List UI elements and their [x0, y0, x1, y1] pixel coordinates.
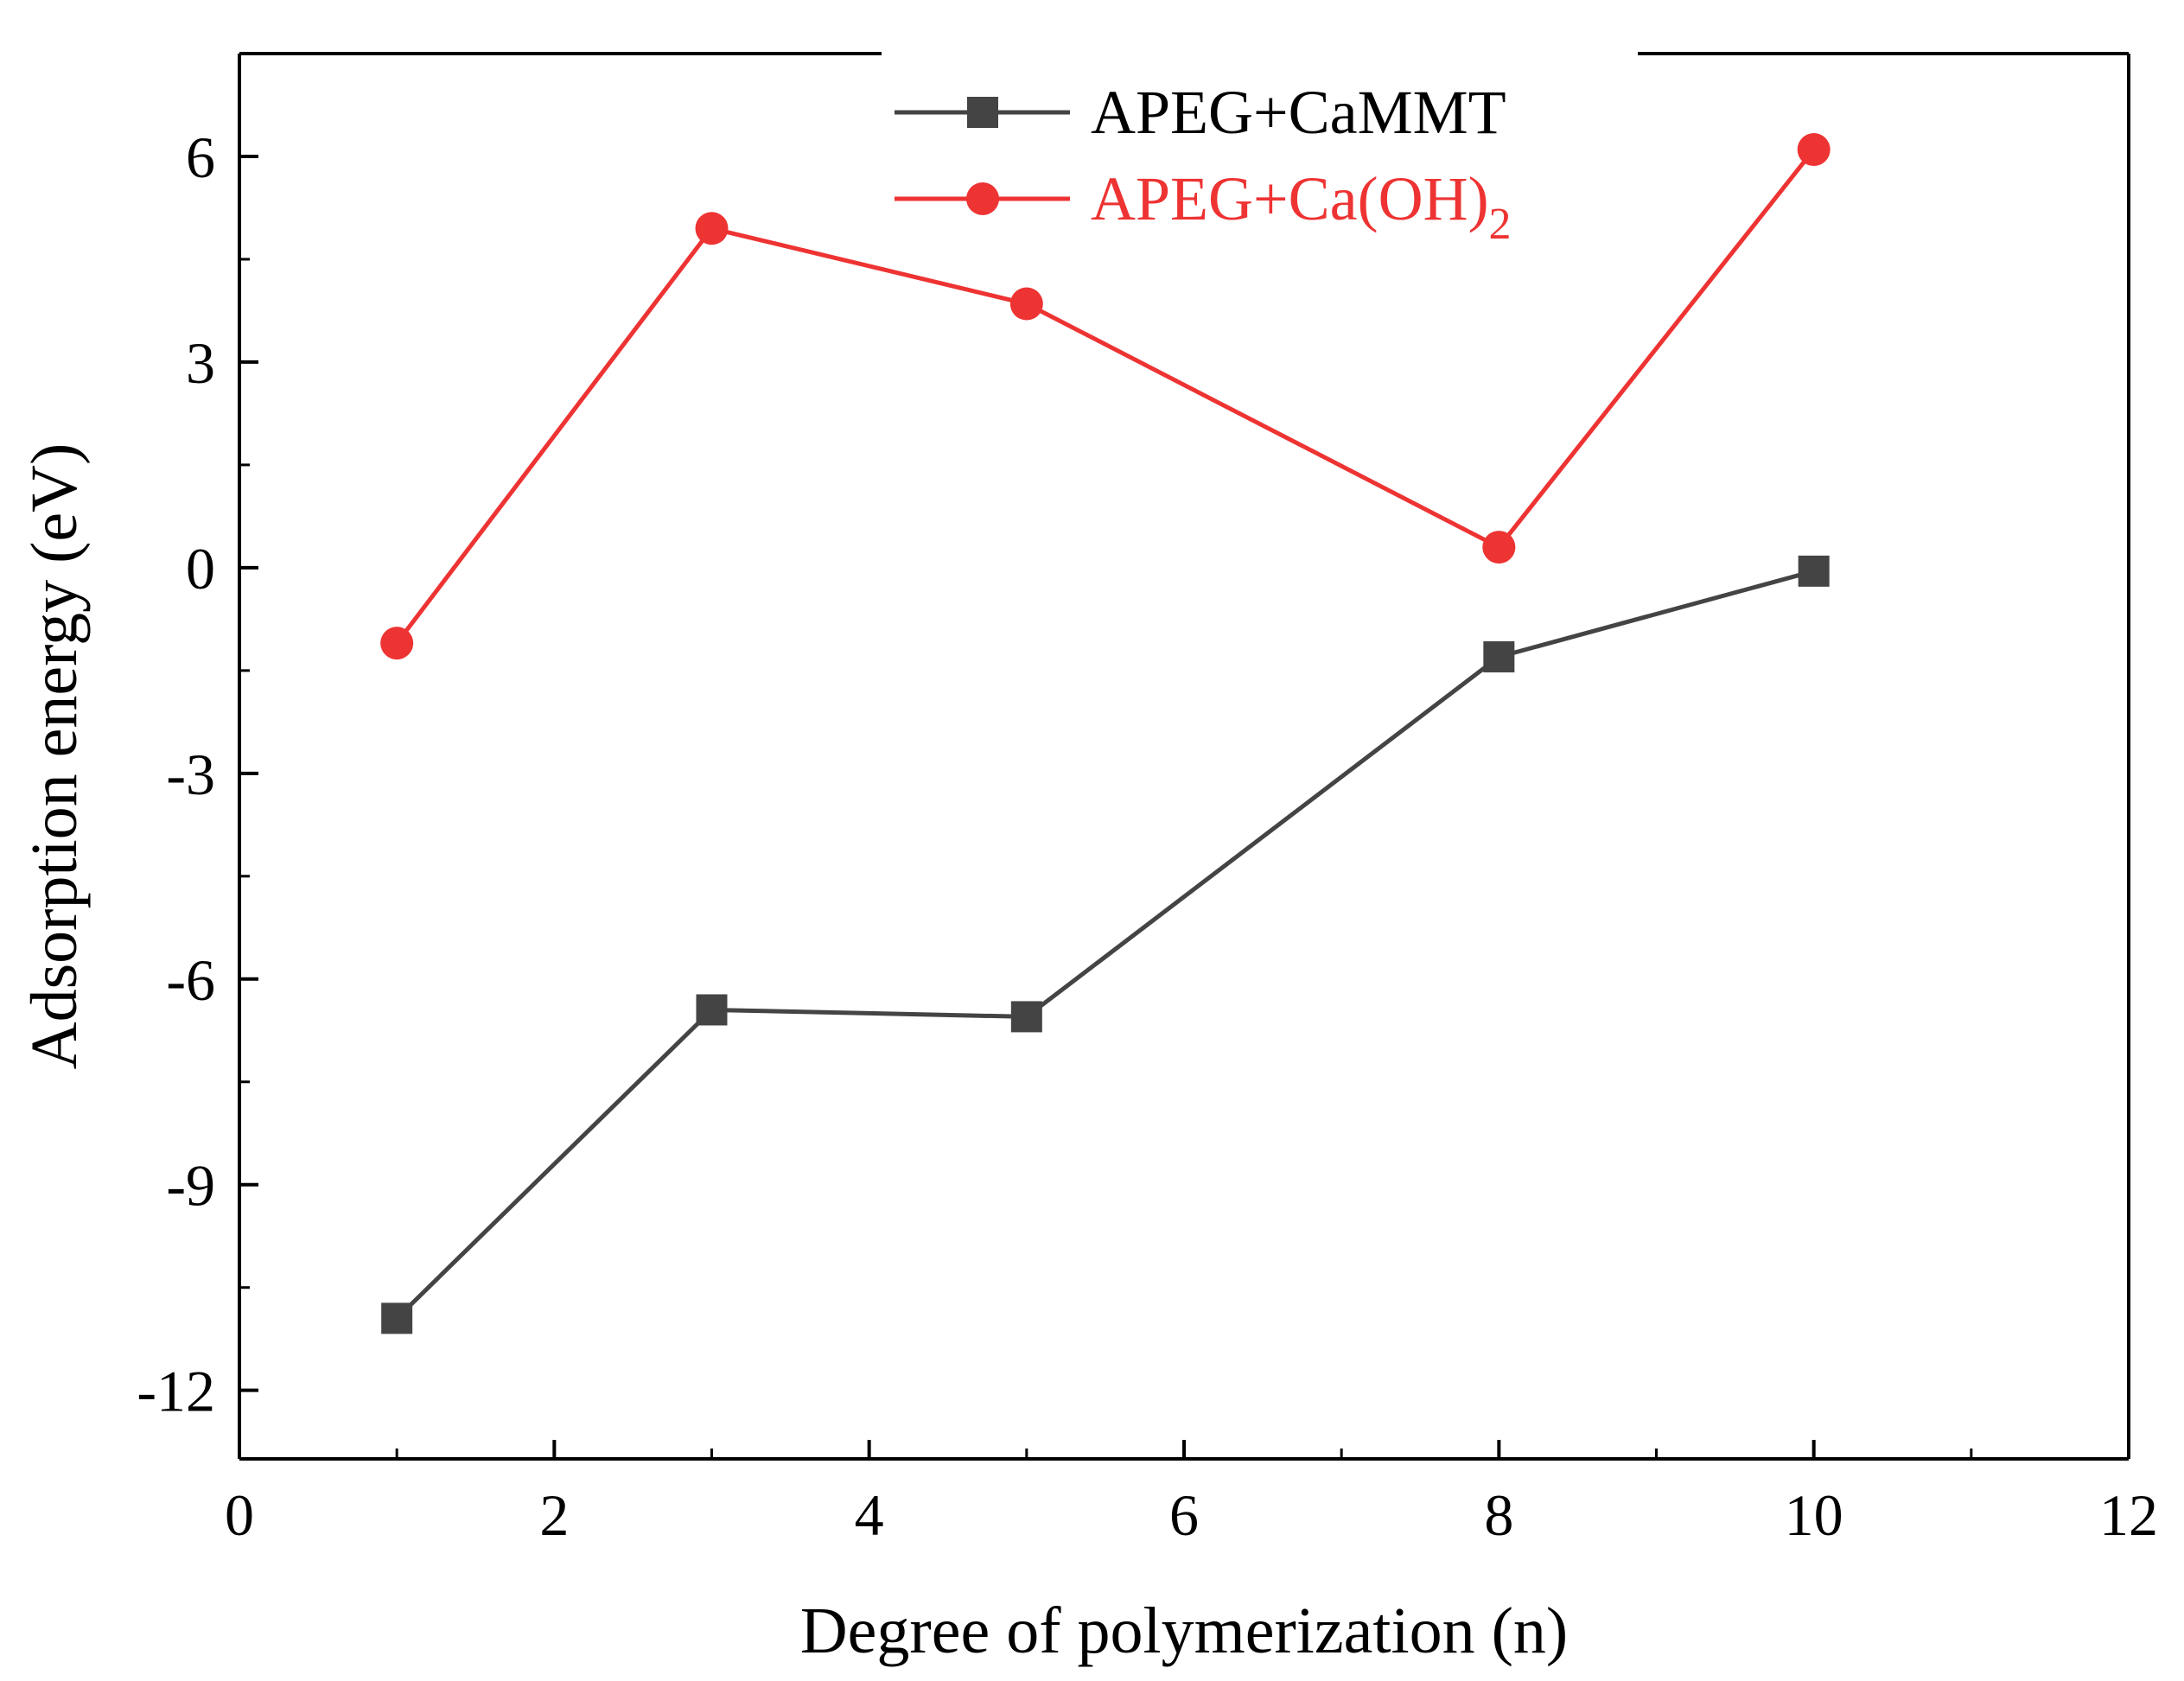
data-point: [380, 627, 414, 660]
data-point: [1482, 531, 1516, 564]
data-point: [381, 1302, 413, 1334]
x-tick-label: 6: [1169, 1482, 1199, 1548]
x-tick-label: 12: [2099, 1482, 2158, 1548]
y-tick-label: -3: [166, 742, 215, 807]
data-point: [696, 994, 728, 1026]
data-point: [1009, 287, 1043, 321]
x-tick-label: 8: [1484, 1482, 1513, 1548]
legend-marker: [966, 182, 999, 215]
legend-label-subscript: 2: [1489, 200, 1512, 249]
series-line: [395, 569, 1815, 1321]
legend-label: APEG+CaMMT: [1091, 78, 1506, 147]
data-point: [1797, 133, 1831, 167]
data-point: [1483, 640, 1515, 672]
legend-item: APEG+CaMMT: [895, 78, 1506, 147]
y-tick-label: -12: [137, 1359, 215, 1424]
legend-marker: [967, 97, 998, 128]
data-point: [1798, 555, 1830, 587]
x-tick-label: 4: [855, 1482, 884, 1548]
y-tick-label: 0: [186, 536, 215, 602]
series-1: [380, 133, 1831, 660]
x-tick-label: 2: [539, 1482, 569, 1548]
x-axis-title: Degree of polymerization (n): [800, 1595, 1568, 1667]
y-tick-label: 3: [186, 330, 215, 396]
series-0: [381, 555, 1830, 1334]
x-tick-label: 10: [1785, 1482, 1843, 1548]
legend: APEG+CaMMT APEG+Ca(OH)2: [895, 78, 1512, 249]
legend-label: APEG+Ca(OH)2: [1091, 164, 1512, 249]
x-tick-label: 0: [225, 1482, 254, 1548]
y-tick-label: -6: [166, 947, 215, 1013]
data-point: [1010, 1001, 1042, 1033]
series-layer: [380, 133, 1831, 1334]
y-axis-title: Adsorption energy (eV): [18, 443, 91, 1070]
data-point: [695, 212, 729, 245]
y-tick-label: 6: [186, 124, 215, 190]
legend-item: APEG+Ca(OH)2: [895, 164, 1512, 249]
y-tick-label: -9: [166, 1153, 215, 1219]
axes: 0 2 4 6 8 10 12 -12 -9 -6 -3 0 3 6: [137, 52, 2158, 1548]
